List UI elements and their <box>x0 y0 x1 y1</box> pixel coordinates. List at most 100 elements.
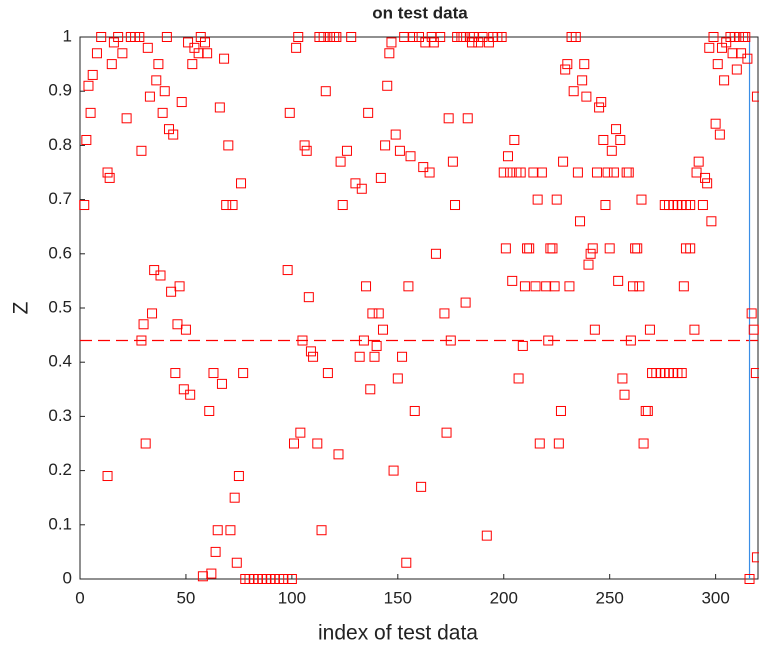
point <box>604 243 615 254</box>
point <box>363 107 374 118</box>
point <box>371 340 382 351</box>
point <box>418 162 429 173</box>
point <box>149 265 160 276</box>
point <box>166 286 177 297</box>
point <box>278 574 289 584</box>
point <box>613 275 624 286</box>
y-axis-label: Z <box>10 301 33 314</box>
point <box>693 156 704 167</box>
point <box>428 37 439 48</box>
point <box>621 167 632 178</box>
point <box>176 97 187 108</box>
point <box>200 37 211 48</box>
point <box>399 32 410 42</box>
point <box>197 571 208 582</box>
point <box>414 32 424 42</box>
point <box>416 481 427 492</box>
point <box>507 275 518 286</box>
point <box>227 200 238 211</box>
y-tick-label: 0.7 <box>48 189 72 208</box>
point <box>159 86 170 97</box>
point <box>316 525 327 536</box>
point <box>180 324 191 335</box>
point <box>308 351 319 362</box>
y-tick-label: 0.5 <box>48 297 72 316</box>
point <box>420 37 431 48</box>
point <box>178 384 189 395</box>
point <box>299 140 310 151</box>
point <box>174 281 185 292</box>
point <box>598 134 609 145</box>
point <box>284 107 295 118</box>
point <box>439 308 450 319</box>
point <box>496 32 507 42</box>
point <box>443 113 454 124</box>
point <box>632 243 643 254</box>
point <box>170 368 181 379</box>
point <box>515 167 526 178</box>
point <box>81 134 92 145</box>
point <box>541 281 552 292</box>
point <box>736 48 747 59</box>
point <box>627 281 638 292</box>
point <box>238 368 249 379</box>
point <box>545 243 556 254</box>
x-tick-label: 300 <box>701 588 729 607</box>
point <box>575 216 586 227</box>
point <box>636 194 647 205</box>
point <box>225 525 236 536</box>
point <box>102 167 113 178</box>
point <box>691 167 702 178</box>
point <box>394 145 405 156</box>
point <box>596 97 607 108</box>
point <box>426 32 437 42</box>
point <box>543 335 554 346</box>
point <box>140 438 151 449</box>
point <box>519 281 530 292</box>
point <box>710 118 721 129</box>
point <box>498 167 509 178</box>
point <box>341 145 352 156</box>
point <box>187 59 198 70</box>
point <box>157 107 168 118</box>
point <box>221 200 232 211</box>
point <box>642 405 653 416</box>
point <box>619 389 630 400</box>
point <box>335 156 346 167</box>
point <box>460 297 471 308</box>
point <box>106 59 117 70</box>
point <box>134 32 145 42</box>
point <box>312 438 323 449</box>
point <box>558 156 569 167</box>
point <box>591 167 602 178</box>
point <box>689 324 700 335</box>
point <box>678 281 689 292</box>
point <box>458 32 469 42</box>
point <box>216 378 227 389</box>
point <box>208 368 219 379</box>
point <box>87 69 98 80</box>
point <box>562 59 573 70</box>
point <box>185 389 196 400</box>
point <box>117 48 128 59</box>
point <box>380 140 391 151</box>
point <box>153 59 164 70</box>
point <box>685 200 696 211</box>
point <box>373 308 384 319</box>
point <box>291 42 302 53</box>
point <box>397 351 408 362</box>
point <box>644 324 655 335</box>
point <box>356 183 367 194</box>
point <box>505 167 516 178</box>
point <box>136 145 147 156</box>
point <box>318 32 329 42</box>
point <box>617 373 628 384</box>
point <box>236 178 247 189</box>
point <box>708 32 719 42</box>
point <box>560 64 571 75</box>
point <box>477 32 488 42</box>
point <box>602 167 613 178</box>
point <box>212 525 223 536</box>
point <box>594 102 605 113</box>
point <box>547 243 558 254</box>
